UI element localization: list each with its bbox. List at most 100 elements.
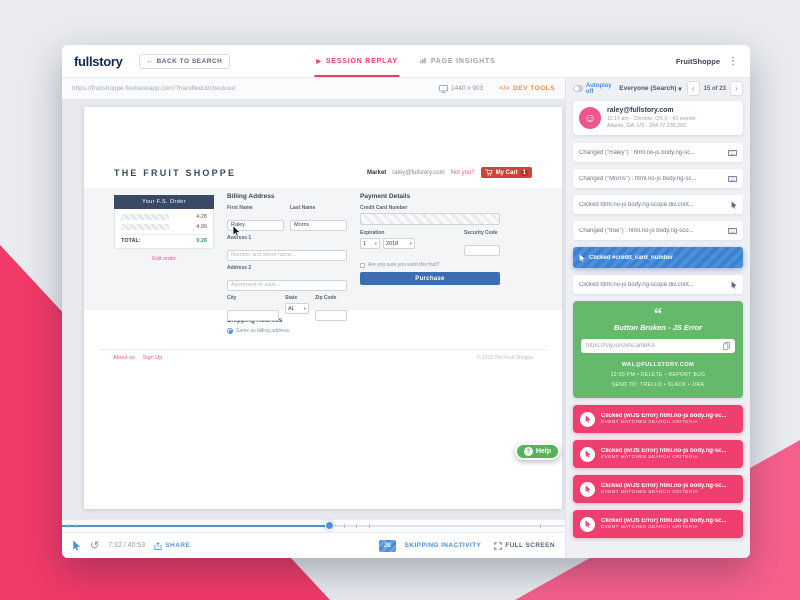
order-total-row: TOTAL: 9.28	[121, 234, 207, 244]
zip-field[interactable]	[315, 309, 347, 321]
same-as-billing-radio[interactable]	[227, 328, 233, 334]
event-card-clicked[interactable]: Clicked html.no-js body.ng-scope div.con…	[573, 275, 743, 294]
keyboard-icon	[728, 149, 737, 156]
credit-card-field-masked[interactable]	[360, 213, 500, 225]
monitor-icon	[438, 84, 448, 93]
error-event-line1: Clicked (w/JS Error) html.no-js body.ng-…	[601, 517, 727, 524]
cart-icon	[485, 169, 493, 176]
help-button[interactable]: ? Help	[514, 443, 560, 460]
playback-timeline[interactable]	[62, 520, 565, 532]
autoplay-label: Autoplay off	[585, 82, 612, 95]
first-name-label: First Name	[227, 205, 253, 211]
toggle-off-icon	[573, 85, 583, 92]
devtools-toggle[interactable]: </> DEV TOOLS	[499, 85, 555, 92]
restart-icon[interactable]: ↺	[90, 539, 100, 552]
masked-item-name	[121, 224, 169, 230]
note-share-url-box[interactable]: https://fsly.io/s/xALameKA	[581, 339, 735, 353]
expiration-year-select[interactable]: 2018 ▾	[383, 238, 415, 249]
timeline-progress	[62, 525, 329, 527]
order-summary-title: Your F.S. Order	[114, 195, 214, 209]
payment-heading: Payment Details	[360, 193, 411, 200]
footer-links: About us Sign Up	[113, 355, 162, 361]
autoplay-toggle[interactable]: Autoplay off	[573, 83, 614, 95]
event-card-changed[interactable]: Changed ("true") : html.no-js body.ng-sc…	[573, 221, 743, 240]
last-name-field[interactable]	[290, 219, 347, 231]
address2-field[interactable]	[227, 279, 347, 291]
address1-label: Address 1	[227, 235, 252, 241]
security-code-field[interactable]	[464, 244, 500, 256]
note-send-to[interactable]: SEND TO: TRELLO • SLACK • JIRA	[611, 382, 705, 388]
session-url-bar: https://fruitshoppe.firebaseapp.com/?han…	[62, 78, 565, 99]
session-location: Atlanta, GA, US - 204.77.236.202	[607, 123, 686, 129]
keyboard-icon	[728, 175, 737, 182]
expiration-month-select[interactable]: 1 ▾	[360, 238, 380, 249]
event-text: Changed ("Raley") : html.no-js body.ng-s…	[579, 149, 696, 156]
tab-session-replay[interactable]: ▶ SESSION REPLAY	[314, 45, 401, 77]
sign-up-link[interactable]: Sign Up	[142, 355, 163, 361]
event-card-current[interactable]: Clicked #credit_card_number	[573, 247, 743, 268]
first-name-field[interactable]	[227, 219, 284, 231]
fullstory-logo: fullstory	[74, 53, 123, 69]
address1-field[interactable]	[227, 249, 347, 261]
cursor-icon	[580, 516, 595, 532]
city-field[interactable]	[227, 309, 279, 321]
back-to-search-button[interactable]: ← BACK TO SEARCH	[138, 53, 231, 69]
copyright-text: © 2018 The Fruit Shoppe	[476, 355, 533, 361]
event-text: Clicked html.no-js body.ng-scope div.con…	[579, 201, 694, 208]
security-code-label: Security Code	[464, 230, 498, 236]
skipping-inactivity-label[interactable]: SKIPPING INACTIVITY	[404, 542, 482, 549]
city-label: City	[227, 295, 237, 301]
previous-session-button[interactable]: ‹	[686, 81, 700, 96]
event-tick	[368, 524, 370, 528]
event-card-js-error[interactable]: Clicked (w/JS Error) html.no-js body.ng-…	[573, 440, 743, 468]
event-card-js-error[interactable]: Clicked (w/JS Error) html.no-js body.ng-…	[573, 510, 743, 538]
session-meta: 11:17 am - Chrome, OS X - 41 events	[607, 115, 696, 122]
error-event-line2: EVENT MATCHES SEARCH CRITERIA	[601, 525, 698, 531]
share-icon	[154, 541, 162, 550]
session-url: https://fruitshoppe.firebaseapp.com/?han…	[72, 85, 236, 92]
pointer-mode-icon[interactable]	[72, 540, 81, 551]
event-card-changed[interactable]: Changed ("Morris") : html.no-js body.ng-…	[573, 169, 743, 188]
state-select[interactable]: AL ▾	[285, 303, 309, 314]
share-button[interactable]: SHARE	[154, 541, 190, 550]
segment-label: Everyone (Search)	[619, 85, 677, 92]
session-user-card[interactable]: ☺ raley@fullstory.com 11:17 am - Chrome,…	[573, 101, 743, 135]
tab-page-insights[interactable]: PAGE INSIGHTS	[420, 45, 496, 77]
edit-order-link[interactable]: Edit order	[152, 256, 176, 262]
site-user-email: raley@fullstory.com	[392, 169, 445, 176]
purchase-button[interactable]: Purchase	[360, 272, 500, 285]
screen-size: 1440 x 903	[438, 84, 483, 93]
event-card-changed[interactable]: Changed ("Raley") : html.no-js body.ng-s…	[573, 143, 743, 162]
keyboard-icon	[728, 227, 737, 234]
event-card-clicked[interactable]: Clicked html.no-js body.ng-scope div.con…	[573, 195, 743, 214]
full-screen-button[interactable]: FULL SCREEN	[494, 541, 555, 550]
error-event-text: Clicked (w/JS Error) html.no-js body.ng-…	[601, 483, 727, 496]
site-header: THE FRUIT SHOPPE Market raley@fullstory.…	[84, 167, 562, 178]
last-name-label: Last Name	[290, 205, 316, 211]
confirm-fruit-checkbox[interactable]	[360, 262, 365, 268]
cursor-icon	[579, 253, 585, 262]
note-share-url: https://fsly.io/s/xALameKA	[586, 343, 656, 349]
cursor-icon	[731, 200, 737, 209]
about-us-link[interactable]: About us	[113, 355, 135, 361]
event-card-js-error[interactable]: Clicked (w/JS Error) html.no-js body.ng-…	[573, 475, 743, 503]
event-card-js-error[interactable]: Clicked (w/JS Error) html.no-js body.ng-…	[573, 405, 743, 433]
session-note-card: “ Button Broken - JS Error https://fsly.…	[573, 301, 743, 398]
my-cart-button[interactable]: My Cart 1	[480, 167, 532, 178]
page-insights-icon	[420, 57, 427, 66]
segment-dropdown[interactable]: Everyone (Search) ▾	[619, 85, 681, 93]
timeline-scrubber-handle[interactable]	[324, 521, 334, 530]
site-title: THE FRUIT SHOPPE	[114, 167, 237, 178]
note-actions[interactable]: 12:00 PM • DELETE • REPORT BUG	[610, 372, 706, 378]
error-event-text: Clicked (w/JS Error) html.no-js body.ng-…	[601, 518, 727, 531]
order-line-item: 4.28	[121, 214, 207, 220]
copy-icon[interactable]	[723, 342, 730, 350]
not-you-link[interactable]: Not you?	[450, 169, 475, 176]
kebab-menu-icon[interactable]: ⋮	[728, 55, 738, 67]
chevron-right-icon: ›	[735, 84, 738, 93]
user-email: raley@fullstory.com	[607, 107, 674, 114]
next-session-button[interactable]: ›	[730, 81, 743, 96]
expiration-month-value: 1	[363, 240, 367, 247]
cursor-icon	[731, 280, 737, 289]
shipping-heading: Shipping Address	[227, 317, 283, 324]
